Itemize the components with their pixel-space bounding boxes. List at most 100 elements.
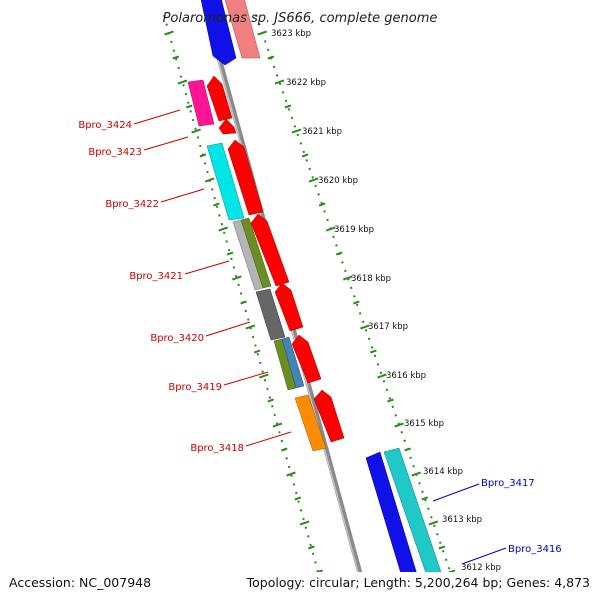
accession-text: Accession: NC_007948 [9,575,152,590]
gene-bpro-3420-arrow[interactable] [274,282,304,332]
left-tick-mark [267,398,275,403]
leader-line [205,321,251,337]
left-tick-mark [307,545,315,550]
right-tick-mark [291,128,302,134]
tick-label: 3618 kbp [351,274,391,284]
right-tick-mark [284,104,292,109]
gene-label-bpro-3417[interactable]: Bpro_3417 [481,478,535,489]
left-tick-mark [204,177,215,183]
gene-bpro-3416[interactable] [365,451,426,600]
left-tick-mark [177,79,188,85]
gene-label-bpro-3418[interactable]: Bpro_3418 [190,443,244,454]
tick-label: 3613 kbp [442,515,482,525]
tick-label: 3615 kbp [404,419,444,429]
tick-marks [164,30,462,598]
right-tick-mark [438,545,446,550]
leader-line [143,136,189,151]
gene-label-bpro-3416[interactable]: Bpro_3416 [508,544,562,555]
gene-bpro-3419[interactable] [281,336,305,389]
gene-label-bpro-3422[interactable]: Bpro_3422 [105,199,159,210]
right-tick-mark [428,520,439,526]
leader-line [133,109,181,125]
leader-line [461,547,507,565]
left-tick-mark [199,153,207,158]
leader-line [184,260,230,275]
tick-label: 3623 kbp [271,29,311,39]
right-tick-mark [352,300,360,305]
right-tick-mark [342,275,353,281]
gene-top-blue[interactable] [199,0,237,66]
gene-bpro-3420[interactable] [255,288,286,341]
left-tick-mark [322,596,328,598]
right-tick-mark [335,251,343,256]
left-tick-mark [191,128,201,134]
right-tick-mark [447,569,456,572]
gene-labels: Bpro_3424 Bpro_3423 Bpro_3422 Bpro_3421 … [78,109,562,565]
tick-label: 3617 kbp [368,322,408,332]
gene-bpro-3422-arrow[interactable] [227,139,264,216]
left-tick-mark [253,349,261,354]
gene-bpro-3417[interactable] [383,447,442,576]
tick-label: 3621 kbp [302,127,342,137]
gene-bpro-3418-arrow[interactable] [313,389,345,443]
gene-top-salmon[interactable] [222,0,261,59]
left-tick-mark [259,373,269,379]
leader-line [160,188,205,203]
right-tick-mark [411,471,422,477]
tick-label: 3619 kbp [334,225,374,235]
right-tick-mark [456,596,462,598]
left-tick-mark [315,569,323,572]
gene-label-bpro-3423[interactable]: Bpro_3423 [88,147,142,158]
gene-bpro-3423[interactable] [218,118,237,135]
left-tick-mark [231,275,242,281]
gene-bpro-3422[interactable] [206,142,245,221]
gene-bpro-3419-arrow[interactable] [291,334,322,384]
gene-bpro-3424[interactable] [187,79,215,127]
left-tick-mark [213,202,220,207]
left-tick-mark [185,104,193,109]
left-tick-mark [245,324,256,330]
left-tick-mark [280,447,288,452]
right-tick-mark [267,55,275,60]
tick-label: 3620 kbp [318,176,358,186]
gene-label-bpro-3421[interactable]: Bpro_3421 [129,271,183,282]
tick-label: 3616 kbp [386,371,426,381]
gene-bpro-3424-arrow[interactable] [206,75,233,122]
right-tick-mark [308,177,319,183]
right-tick-mark [325,226,336,232]
tick-label: 3612 kbp [461,563,501,573]
right-tick-mark [274,79,285,85]
left-guide-line [163,14,320,572]
left-tick-mark [240,300,247,305]
leader-line [432,483,480,502]
map-title: Polaromonas sp. JS666, complete genome [163,11,438,26]
gene-label-bpro-3424[interactable]: Bpro_3424 [78,120,132,131]
right-tick-mark [421,496,429,501]
leader-line [223,371,269,386]
tick-label: 3622 kbp [286,78,326,88]
right-tick-mark [257,30,268,36]
right-tick-mark [301,153,309,158]
left-tick-mark [218,226,229,232]
topology-text: Topology: circular; Length: 5,200,264 bp… [246,575,590,590]
gene-bpro-3421[interactable] [240,217,272,289]
left-tick-mark [294,496,302,501]
left-tick-mark [164,30,174,36]
right-tick-mark [318,202,326,207]
tick-labels: 3623 kbp 3622 kbp 3621 kbp 3620 kbp 3619… [271,29,501,573]
left-tick-mark [226,251,234,256]
reverse-gene-column [187,75,345,452]
gene-bpro-3421-arrow[interactable] [250,213,290,287]
leader-line [245,431,292,447]
right-tick-mark [370,349,377,354]
right-tick-mark [387,398,394,403]
right-tick-mark [377,373,387,379]
tick-label: 3614 kbp [423,467,463,477]
gene-bpro-3418[interactable] [294,394,327,452]
right-tick-mark [404,447,411,452]
left-tick-mark [172,55,180,60]
right-tick-mark [360,324,370,330]
gene-label-bpro-3419[interactable]: Bpro_3419 [168,382,222,393]
gene-label-bpro-3420[interactable]: Bpro_3420 [150,333,204,344]
